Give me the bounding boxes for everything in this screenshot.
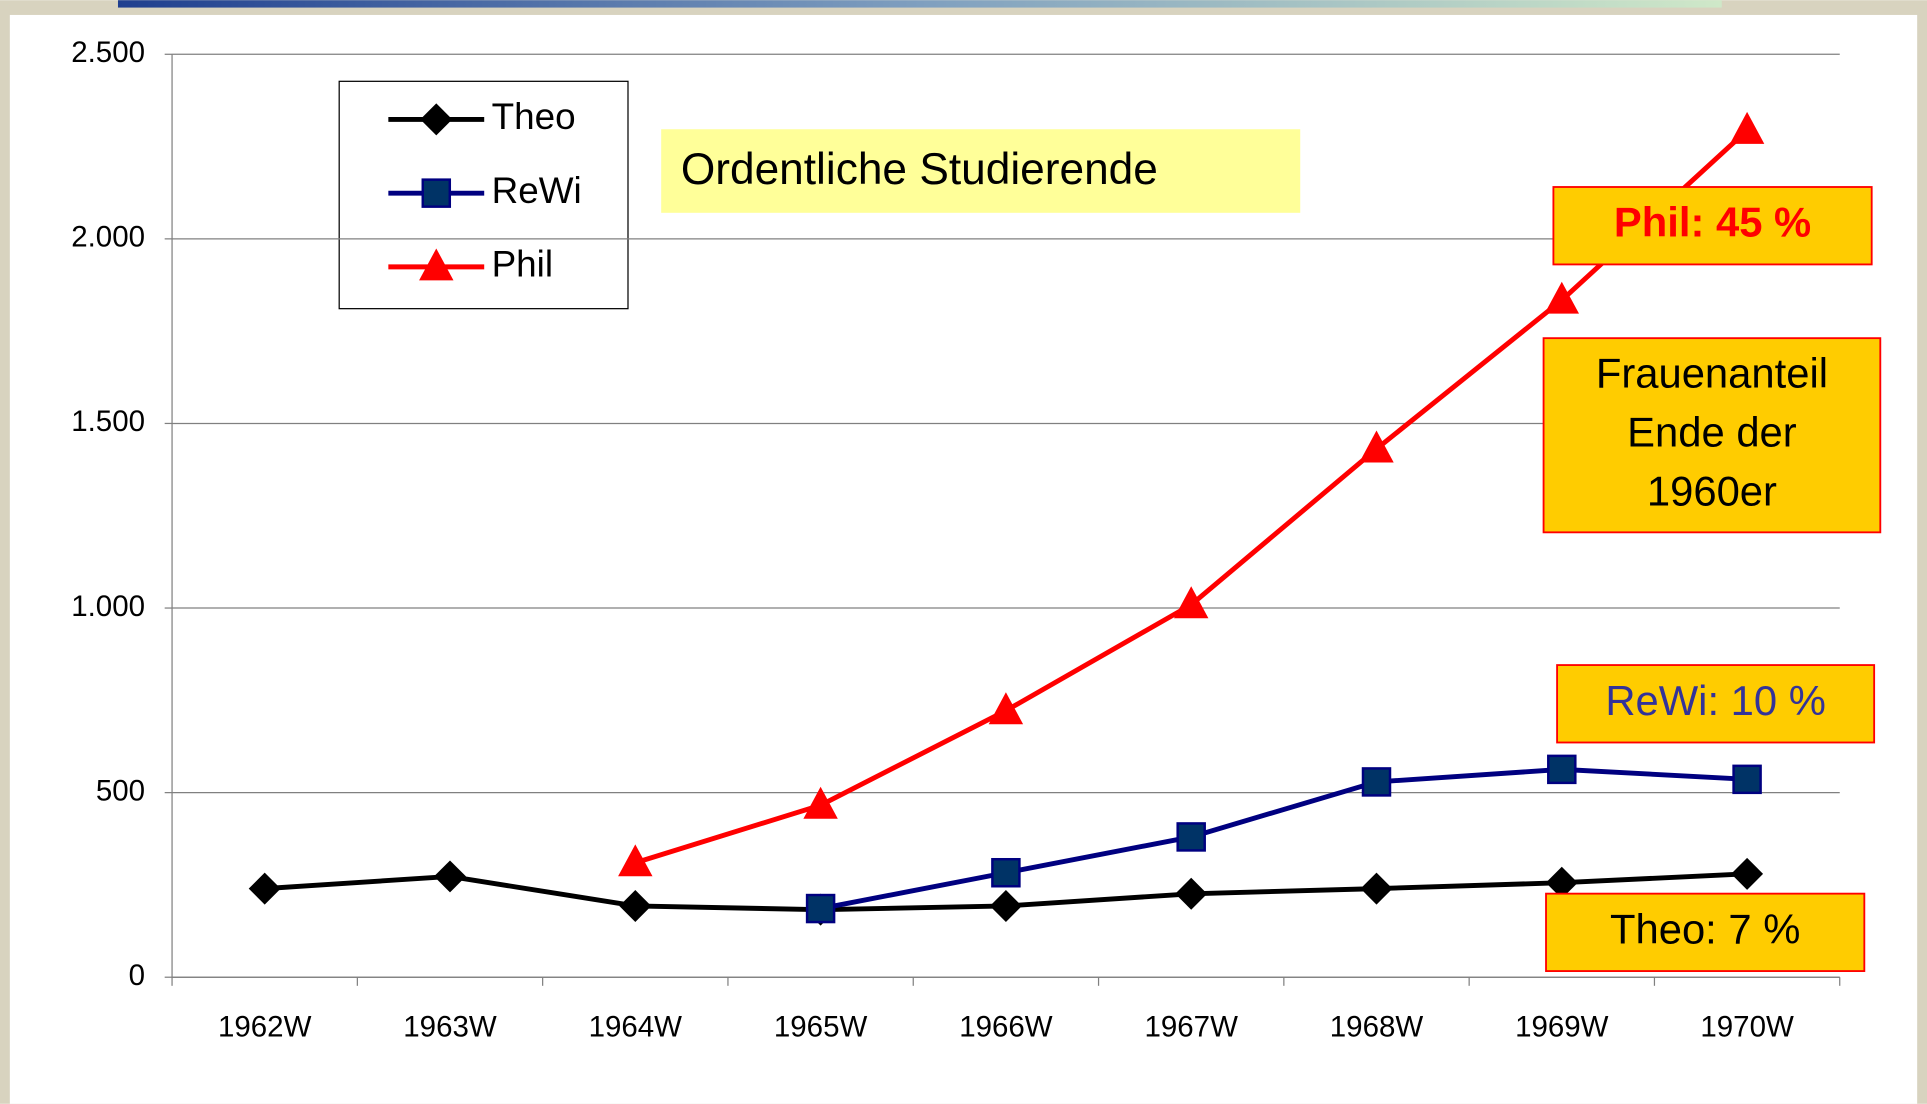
series-line	[820, 766, 1748, 911]
marker	[1361, 767, 1392, 797]
marker	[803, 786, 838, 819]
chart-title: Ordentliche Studierende	[681, 145, 1158, 194]
marker	[991, 857, 1021, 888]
x-tick-label: 1969W	[1515, 1011, 1609, 1044]
marker	[805, 893, 836, 924]
marker	[1729, 111, 1765, 144]
marker	[618, 844, 653, 877]
marker	[1732, 764, 1762, 795]
marker	[988, 692, 1024, 725]
marker	[1359, 430, 1394, 463]
annotation: Ende der	[1627, 408, 1797, 455]
top-bar	[117, 0, 1722, 8]
marker	[1544, 281, 1580, 314]
marker	[1545, 866, 1578, 899]
y-tick-label: 0	[129, 959, 145, 992]
x-tick-label: 1968W	[1330, 1011, 1424, 1044]
legend-label: Theo	[492, 96, 576, 137]
y-tick-label: 1.500	[71, 405, 145, 438]
legend-marker	[419, 248, 454, 281]
marker	[1175, 877, 1208, 910]
annotation: ReWi: 10 %	[1605, 677, 1826, 724]
annotation: Phil: 45 %	[1614, 199, 1811, 246]
y-tick-label: 2.000	[71, 221, 145, 254]
x-tick-label: 1963W	[403, 1011, 497, 1044]
marker	[1176, 822, 1206, 852]
marker	[619, 889, 652, 922]
y-tick-label: 2.500	[71, 36, 145, 69]
annotation-box	[1552, 186, 1873, 266]
marker	[1173, 586, 1209, 619]
annotation-box	[1556, 664, 1876, 744]
x-tick-label: 1962W	[218, 1011, 312, 1044]
annotation: 1960er	[1647, 467, 1777, 514]
marker	[1547, 754, 1577, 785]
legend-marker	[421, 178, 452, 208]
marker	[989, 889, 1022, 922]
x-tick-label: 1970W	[1700, 1011, 1794, 1044]
x-tick-label: 1964W	[589, 1011, 683, 1044]
y-tick-label: 1.000	[71, 590, 145, 623]
annotation: Frauenanteil	[1596, 349, 1828, 396]
x-tick-label: 1965W	[774, 1011, 868, 1044]
legend-label: Phil	[492, 244, 553, 285]
annotation-box	[1545, 892, 1866, 972]
annotation: Theo: 7 %	[1610, 905, 1800, 952]
title-box	[661, 129, 1301, 213]
marker	[248, 872, 281, 905]
x-tick-label: 1967W	[1144, 1011, 1238, 1044]
y-tick-label: 500	[96, 774, 145, 807]
legend-label: ReWi	[492, 170, 582, 211]
legend-marker	[420, 103, 453, 136]
annotation-box	[1542, 337, 1882, 534]
x-tick-label: 1966W	[959, 1011, 1053, 1044]
